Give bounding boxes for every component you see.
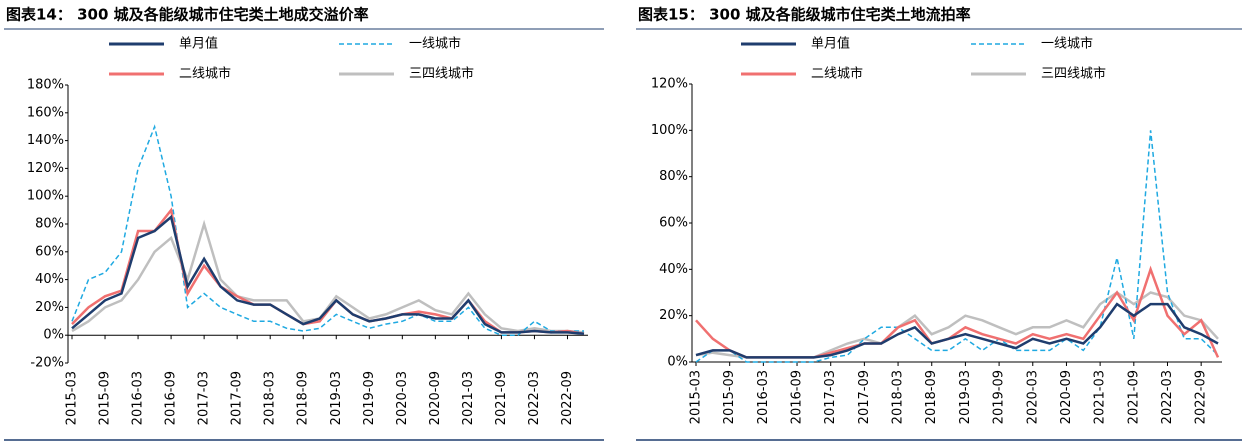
x-tick-label: 2020-09	[1059, 370, 1074, 424]
legend-label: 二线城市	[179, 66, 231, 82]
x-tick-label: 2021-03	[461, 371, 476, 425]
x-tick-label: 2022-03	[527, 371, 542, 425]
y-tick-label: 80%	[659, 169, 688, 184]
y-tick-label: 0%	[43, 328, 64, 343]
x-tick-label: 2019-03	[958, 370, 973, 424]
series-line	[695, 302, 1219, 359]
legend-label: 三四线城市	[409, 66, 474, 82]
x-tick-label: 2015-03	[689, 370, 704, 424]
x-tick-label: 2021-09	[1126, 370, 1141, 424]
y-tick-label: 140%	[27, 133, 64, 148]
x-tick-label: 2017-03	[823, 370, 838, 424]
x-tick-label: 2016-03	[131, 371, 146, 425]
x-tick-label: 2022-09	[560, 371, 575, 425]
x-tick-label: 2022-03	[1160, 370, 1175, 424]
x-tick-label: 2017-03	[197, 371, 212, 425]
y-tick-label: 60%	[35, 244, 64, 259]
chart-title: 图表15： 300 城及各能级城市住宅类土地流拍率	[638, 6, 971, 24]
legend-label: 单月值	[811, 36, 850, 52]
y-tick-label: 0%	[667, 355, 688, 370]
series-line	[695, 130, 1219, 363]
x-tick-label: 2021-03	[1093, 370, 1108, 424]
x-tick-label: 2022-09	[1194, 370, 1209, 424]
series-line	[71, 207, 585, 336]
x-tick-label: 2019-03	[329, 371, 344, 425]
x-tick-label: 2019-09	[362, 371, 377, 425]
y-tick-label: 20%	[35, 300, 64, 315]
x-tick-label: 2020-09	[428, 371, 443, 425]
x-tick-label: 2015-09	[98, 371, 113, 425]
y-tick-label: 100%	[651, 123, 688, 138]
y-tick-label: 180%	[27, 78, 64, 93]
chart-title: 图表14： 300 城及各能级城市住宅类土地成交溢价率	[6, 6, 369, 24]
y-tick-label: 40%	[35, 272, 64, 287]
series-line	[71, 219, 585, 334]
x-tick-label: 2019-09	[992, 370, 1007, 424]
series-line	[71, 124, 584, 336]
y-tick-label: 60%	[659, 216, 688, 231]
x-tick-label: 2018-03	[891, 370, 906, 424]
x-tick-label: 2015-09	[722, 370, 737, 424]
y-tick-label: -20%	[30, 356, 64, 371]
legend-label: 二线城市	[811, 66, 863, 82]
y-tick-label: 40%	[659, 262, 688, 277]
y-tick-label: 100%	[27, 189, 64, 204]
x-tick-label: 2017-09	[857, 370, 872, 424]
x-tick-label: 2020-03	[395, 371, 410, 425]
x-tick-label: 2018-03	[263, 371, 278, 425]
series-line	[71, 214, 585, 336]
legend-label: 单月值	[179, 36, 218, 52]
y-tick-label: 80%	[35, 217, 64, 232]
legend-label: 一线城市	[1041, 36, 1093, 52]
legend-label: 三四线城市	[1041, 66, 1106, 82]
y-tick-label: 120%	[651, 77, 688, 92]
x-tick-label: 2016-09	[164, 371, 179, 425]
x-tick-label: 2015-03	[65, 371, 80, 425]
x-tick-label: 2021-09	[494, 371, 509, 425]
y-tick-label: 20%	[659, 308, 688, 323]
x-tick-label: 2018-09	[924, 370, 939, 424]
x-tick-label: 2018-09	[296, 371, 311, 425]
x-tick-label: 2016-03	[756, 370, 771, 424]
y-tick-label: 120%	[27, 161, 64, 176]
y-tick-label: 160%	[27, 105, 64, 120]
legend-label: 一线城市	[409, 36, 461, 52]
x-tick-label: 2016-09	[790, 370, 805, 424]
x-tick-label: 2020-03	[1025, 370, 1040, 424]
x-tick-label: 2017-09	[230, 371, 245, 425]
